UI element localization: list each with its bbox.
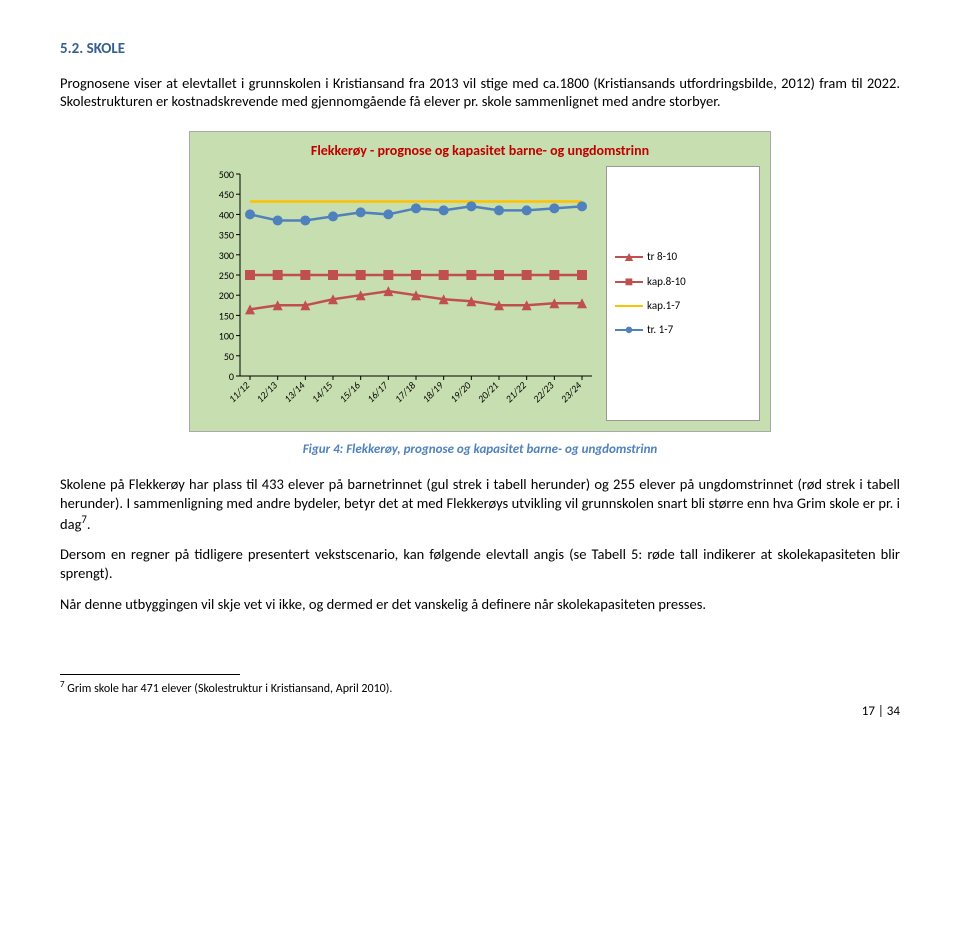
chart-svg: 05010015020025030035040045050011/1212/13… [200,166,600,416]
legend-label: kap.8-10 [647,275,686,289]
legend-label: kap.1-7 [647,299,680,313]
svg-text:0: 0 [229,370,234,383]
figure-caption: Figur 4: Flekkerøy, prognose og kapasite… [60,442,900,459]
section-heading: 5.2. SKOLE [60,40,900,60]
legend-label: tr. 1-7 [647,323,673,337]
chart-legend: ▲ tr 8-10 ■ kap.8-10 kap.1-7 ● tr. 1-7 [606,166,760,421]
page-number: 17 | 34 [60,704,900,721]
para-schools-capacity: Skolene på Flekkerøy har plass til 433 e… [60,475,900,533]
text-span: . [87,515,91,533]
legend-glyph: ■ [615,275,643,289]
chart-title: Flekkerøy - prognose og kapasitet barne-… [200,142,760,160]
chart-inner: 05010015020025030035040045050011/1212/13… [200,166,760,421]
svg-text:250: 250 [219,269,234,282]
svg-text:200: 200 [219,290,234,303]
para-uncertain: Når denne utbyggingen vil skje vet vi ik… [60,595,900,614]
text-span: Skolene på Flekkerøy har plass til 433 e… [60,475,900,533]
legend-item: kap.1-7 [615,299,751,313]
footnote-text: Grim skole har 471 elever (Skolestruktur… [65,682,393,696]
legend-glyph: ▲ [615,250,643,264]
footnote: 7 Grim skole har 471 elever (Skolestrukt… [60,679,900,698]
legend-item: ▲ tr 8-10 [615,250,751,264]
svg-text:150: 150 [219,310,234,323]
svg-text:400: 400 [219,209,234,222]
svg-text:350: 350 [219,229,234,242]
chart-container: Flekkerøy - prognose og kapasitet barne-… [60,131,900,432]
svg-text:50: 50 [224,350,234,363]
legend-glyph: ● [615,323,643,337]
svg-text:500: 500 [219,168,234,181]
para-scenario: Dersom en regner på tidligere presentert… [60,545,900,583]
legend-item: ● tr. 1-7 [615,323,751,337]
footnote-separator [60,674,240,675]
legend-item: ■ kap.8-10 [615,275,751,289]
chart-plot: 05010015020025030035040045050011/1212/13… [200,166,600,421]
svg-text:300: 300 [219,249,234,262]
para-intro: Prognosene viser at elevtallet i grunnsk… [60,74,900,112]
chart-box: Flekkerøy - prognose og kapasitet barne-… [189,131,771,432]
svg-text:450: 450 [219,189,234,202]
svg-text:100: 100 [219,330,234,343]
legend-label: tr 8-10 [647,250,677,264]
